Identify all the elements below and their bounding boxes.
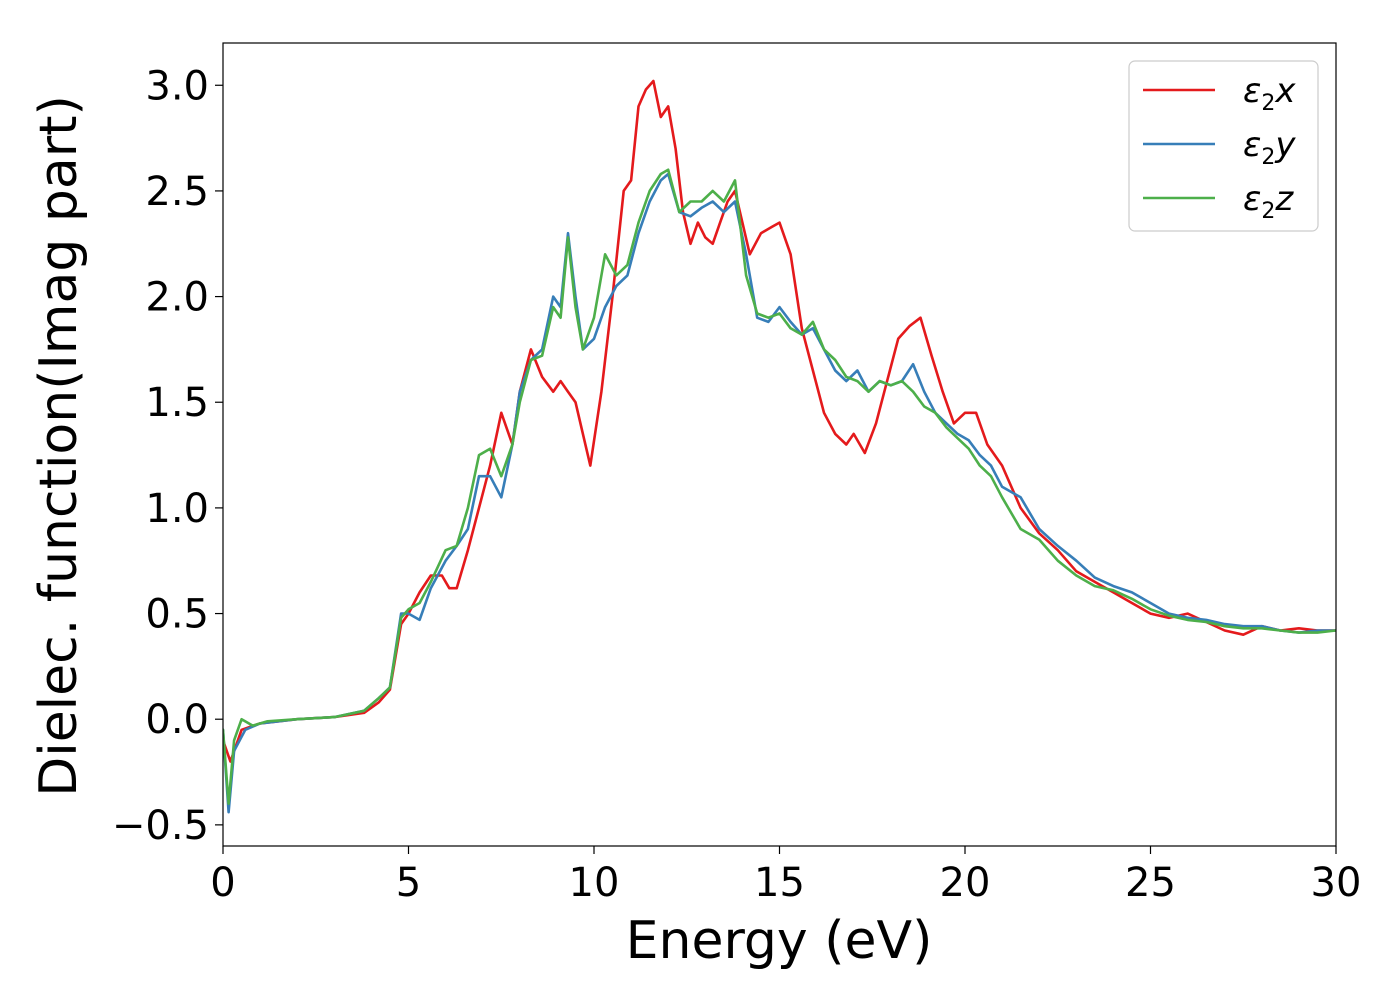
legend-entries: ε2x ε2y ε2z bbox=[1143, 71, 1296, 224]
legend-box bbox=[1128, 60, 1319, 232]
legend: ε2x ε2y ε2z bbox=[1128, 60, 1319, 232]
legend-label-z: ε2z bbox=[1243, 179, 1294, 224]
y-tick-label: 1.0 bbox=[145, 486, 209, 532]
x-axis-label: Energy (eV) bbox=[626, 911, 933, 971]
legend-label-x: ε2x bbox=[1243, 71, 1296, 116]
y-tick-label: 3.0 bbox=[145, 63, 209, 109]
x-tick-label: 30 bbox=[1311, 860, 1362, 906]
y-axis: −0.5 0.0 0.5 1.0 1.5 2.0 2.5 3.0 bbox=[112, 63, 223, 849]
series-line-x bbox=[223, 79, 1336, 763]
x-axis: 0 5 10 15 20 25 30 bbox=[210, 846, 1361, 906]
y-tick-label: 0.0 bbox=[145, 697, 209, 743]
y-axis-label: Dielec. function(Imag part) bbox=[29, 95, 89, 797]
x-tick-label: 25 bbox=[1125, 860, 1176, 906]
series-line-z bbox=[223, 168, 1336, 805]
legend-label-y: ε2y bbox=[1243, 125, 1296, 170]
x-tick-label: 5 bbox=[396, 860, 421, 906]
y-tick-label: 1.5 bbox=[145, 380, 209, 426]
x-tick-label: 0 bbox=[210, 860, 235, 906]
x-tick-label: 10 bbox=[569, 860, 620, 906]
plot-lines bbox=[223, 79, 1336, 814]
y-tick-label: 0.5 bbox=[145, 592, 209, 638]
series-line-y bbox=[223, 172, 1336, 814]
y-tick-label: 2.5 bbox=[145, 169, 209, 215]
x-tick-label: 15 bbox=[754, 860, 805, 906]
y-tick-label: −0.5 bbox=[112, 803, 209, 849]
y-tick-label: 2.0 bbox=[145, 275, 209, 321]
x-tick-label: 20 bbox=[940, 860, 991, 906]
